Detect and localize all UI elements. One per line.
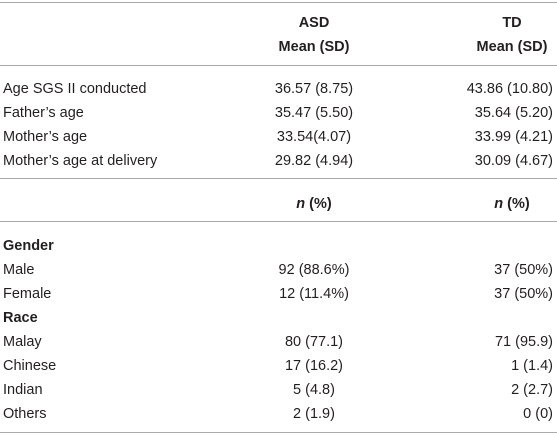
cell: 37 (50%) — [494, 262, 553, 278]
cell: 0 (0) — [523, 406, 553, 422]
cell: 2 (2.7) — [511, 382, 553, 398]
cell: 71 (95.9) — [495, 334, 553, 350]
column-name: TD — [502, 15, 521, 31]
column-stat: Mean (SD) — [477, 39, 548, 55]
row-label: Indian — [3, 382, 43, 398]
cell: 2 (1.9) — [293, 406, 335, 422]
count-header: n (%) — [494, 196, 530, 212]
cell: 80 (77.1) — [285, 334, 343, 350]
cell: 37 (50%) — [494, 286, 553, 302]
row-label: Mother’s age at delivery — [3, 153, 158, 169]
count-unit: (%) — [309, 196, 332, 212]
count-symbol: n — [494, 196, 503, 212]
column-name: ASD — [299, 15, 330, 31]
row-label: Male — [3, 262, 34, 278]
row-label: Chinese — [3, 358, 56, 374]
row-label: Age SGS II conducted — [3, 81, 146, 97]
cell: 29.82 (4.94) — [275, 153, 353, 169]
cell: 35.64 (5.20) — [475, 105, 553, 121]
cell: 30.09 (4.67) — [475, 153, 553, 169]
row-label: Female — [3, 286, 51, 302]
count-header: n (%) — [296, 196, 332, 212]
row-label: Mother’s age — [3, 129, 87, 145]
cell: 33.54(4.07) — [277, 129, 351, 145]
cell: 92 (88.6%) — [279, 262, 350, 278]
cell: 12 (11.4%) — [279, 286, 349, 302]
group-title: Race — [3, 310, 38, 326]
column-stat: Mean (SD) — [279, 39, 350, 55]
cell: 35.47 (5.50) — [275, 105, 353, 121]
count-unit: (%) — [507, 196, 530, 212]
cell: 17 (16.2) — [285, 358, 343, 374]
cell: 33.99 (4.21) — [475, 129, 553, 145]
cell: 43.86 (10.80) — [467, 81, 553, 97]
count-symbol: n — [296, 196, 305, 212]
group-title: Gender — [3, 238, 54, 254]
row-label: Malay — [3, 334, 42, 350]
cell: 1 (1.4) — [511, 358, 553, 374]
cell: 36.57 (8.75) — [275, 81, 353, 97]
row-label: Others — [3, 406, 47, 422]
cell: 5 (4.8) — [293, 382, 335, 398]
row-label: Father’s age — [3, 105, 84, 121]
